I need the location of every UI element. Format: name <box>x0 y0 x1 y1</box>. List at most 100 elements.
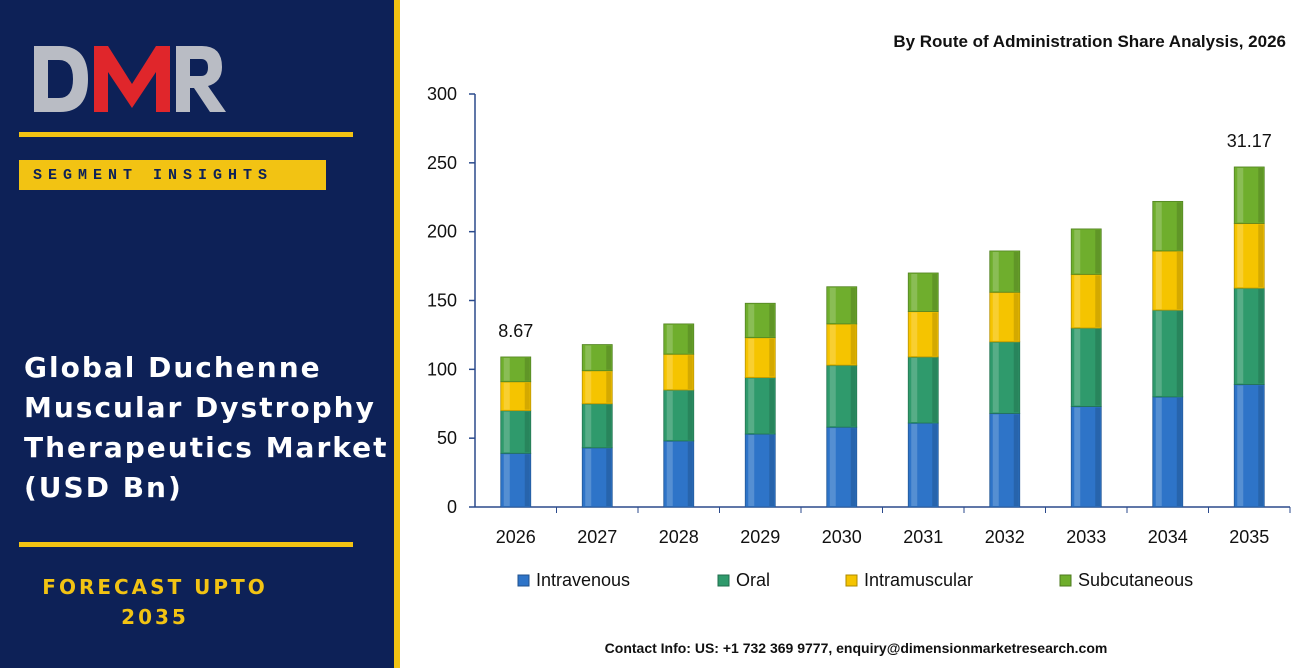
x-tick-label: 2035 <box>1229 527 1269 547</box>
legend-swatch <box>717 574 730 587</box>
bar-segment-highlight <box>666 355 673 389</box>
legend-label: Oral <box>736 570 770 590</box>
bar-segment-highlight <box>992 414 999 506</box>
legend-swatch <box>517 574 530 587</box>
logo-letter-m <box>94 46 170 112</box>
bar-segment-shade <box>932 273 938 311</box>
bar-segment-highlight <box>829 366 836 427</box>
bar-segment-highlight <box>748 435 755 506</box>
logo-letter-d <box>34 46 88 112</box>
bar-segment-shade <box>1095 275 1101 328</box>
market-title-line: Muscular Dystrophy <box>24 391 376 424</box>
bar-segment-shade <box>687 355 693 389</box>
bar-segment-shade <box>769 378 775 434</box>
bar-segment-highlight <box>829 287 836 323</box>
market-title-line: (USD Bn) <box>24 471 183 504</box>
bar-segment-highlight <box>748 338 755 377</box>
data-label: 8.67 <box>498 321 533 341</box>
bar-segment-shade <box>1013 293 1019 341</box>
bar-segment-shade <box>769 304 775 337</box>
bar-segment-shade <box>1013 414 1019 506</box>
legend-label: Intramuscular <box>864 570 973 590</box>
bar-segment-shade <box>850 428 856 506</box>
bar-segment-highlight <box>829 324 836 365</box>
logo-letter-r <box>176 46 226 112</box>
bar-segment-shade <box>1095 229 1101 274</box>
bar-segment-highlight <box>1155 397 1162 506</box>
legend-label: Intravenous <box>536 570 630 590</box>
data-label: 31.17 <box>1227 131 1272 151</box>
bar-segment-shade <box>524 357 530 381</box>
legend-label: Subcutaneous <box>1078 570 1193 590</box>
x-tick-label: 2027 <box>577 527 617 547</box>
y-tick-label: 100 <box>427 359 457 379</box>
bar-segment-highlight <box>748 304 755 337</box>
x-tick-label: 2026 <box>496 527 536 547</box>
x-tick-label: 2034 <box>1148 527 1188 547</box>
bar-segment-shade <box>850 287 856 323</box>
bar-segment-shade <box>932 312 938 356</box>
bar-segment-shade <box>1095 329 1101 406</box>
x-tick-label: 2031 <box>903 527 943 547</box>
market-title-line: Therapeutics Market <box>24 431 389 464</box>
bar-segment-shade <box>932 357 938 423</box>
bar-segment-shade <box>1176 251 1182 310</box>
left-panel: SEGMENT INSIGHTS Global Duchenne Muscula… <box>0 0 394 668</box>
bar-segment-shade <box>687 441 693 506</box>
bar-segment-highlight <box>1237 167 1244 223</box>
segment-badge: SEGMENT INSIGHTS <box>19 160 326 190</box>
x-tick-label: 2033 <box>1066 527 1106 547</box>
bar-segment-shade <box>687 324 693 354</box>
contact-info: Contact Info: US: +1 732 369 9777, enqui… <box>604 640 1108 656</box>
bar-segment-shade <box>606 448 612 506</box>
divider-top <box>19 132 353 137</box>
bar-segment-highlight <box>503 382 510 410</box>
bar-segment-highlight <box>911 357 918 423</box>
bar-segment-shade <box>606 404 612 447</box>
market-title-line: Global Duchenne <box>24 351 322 384</box>
bar-segment-shade <box>1176 311 1182 396</box>
bar-segment-highlight <box>585 448 592 506</box>
bar-segment-shade <box>1258 385 1264 506</box>
bar-segment-shade <box>1095 407 1101 506</box>
dmr-logo <box>34 46 226 112</box>
bar-segment-shade <box>606 345 612 370</box>
bar-segment-highlight <box>1074 329 1081 406</box>
bar-segment-highlight <box>992 251 999 292</box>
bar-segment-shade <box>1176 397 1182 506</box>
x-tick-label: 2029 <box>740 527 780 547</box>
bar-segment-shade <box>1176 202 1182 250</box>
bar-segment-shade <box>932 424 938 506</box>
bar-segment-highlight <box>585 404 592 447</box>
bar-segment-highlight <box>503 357 510 381</box>
bar-segment-highlight <box>666 441 673 506</box>
bar-segment-highlight <box>1074 407 1081 506</box>
y-tick-label: 250 <box>427 153 457 173</box>
legend-swatch <box>1059 574 1072 587</box>
y-tick-label: 50 <box>437 428 457 448</box>
y-tick-label: 200 <box>427 222 457 242</box>
chart-title: By Route of Administration Share Analysi… <box>893 32 1286 51</box>
bar-segment-shade <box>1258 289 1264 384</box>
bar-segment-highlight <box>1074 275 1081 328</box>
accent-strip <box>394 0 400 668</box>
divider-bottom <box>19 542 353 547</box>
forecast-line: FORECAST UPTO <box>42 575 268 599</box>
bar-segment-highlight <box>911 424 918 506</box>
bar-segment-highlight <box>503 411 510 453</box>
bar-segment-shade <box>769 435 775 506</box>
bar-segment-shade <box>850 366 856 427</box>
bar-segment-highlight <box>911 273 918 311</box>
bar-segment-highlight <box>1074 229 1081 274</box>
segment-label: SEGMENT INSIGHTS <box>33 166 274 184</box>
bar-segment-highlight <box>666 324 673 354</box>
x-tick-label: 2028 <box>659 527 699 547</box>
y-tick-label: 150 <box>427 291 457 311</box>
x-tick-label: 2032 <box>985 527 1025 547</box>
bar-segment-highlight <box>1237 385 1244 506</box>
market-title: Global Duchenne Muscular Dystrophy Thera… <box>24 348 394 508</box>
bar-segment-highlight <box>992 293 999 341</box>
bar-segment-shade <box>606 371 612 403</box>
legend-swatch <box>845 574 858 587</box>
